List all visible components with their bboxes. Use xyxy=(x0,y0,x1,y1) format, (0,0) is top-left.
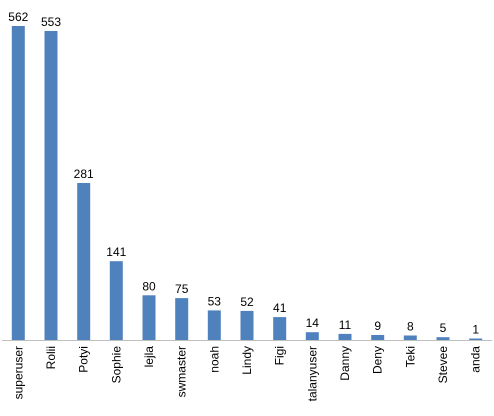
bar-anda xyxy=(469,338,483,340)
bar-Teki xyxy=(403,335,417,340)
bars-group xyxy=(11,26,483,340)
data-label-Deny: 9 xyxy=(374,319,381,333)
category-label-Teki: Teki xyxy=(403,346,417,367)
category-label-Danny: Danny xyxy=(338,346,352,381)
bar-talanyuser xyxy=(305,332,319,340)
category-label-lejla: lejla xyxy=(142,346,156,368)
data-label-Stevee: 5 xyxy=(440,321,447,335)
category-label-noah: noah xyxy=(207,346,221,373)
data-label-Danny: 11 xyxy=(339,318,352,332)
data-label-Rolii: 553 xyxy=(41,15,61,29)
data-label-Sophie: 141 xyxy=(106,245,126,259)
data-label-Potyi: 281 xyxy=(74,167,94,181)
data-label-Teki: 8 xyxy=(407,320,414,334)
category-label-Lindy: Lindy xyxy=(240,346,254,375)
data-label-Lindy: 52 xyxy=(240,295,254,309)
data-label-swmaster: 75 xyxy=(175,282,189,296)
bar-superuser xyxy=(11,26,25,340)
bar-Potyi xyxy=(77,183,91,340)
data-label-talanyuser: 14 xyxy=(306,316,320,330)
bar-swmaster xyxy=(175,298,189,340)
data-label-noah: 53 xyxy=(208,294,222,308)
bar-Stevee xyxy=(436,337,450,340)
category-label-Potyi: Potyi xyxy=(77,346,91,373)
category-label-anda: anda xyxy=(469,346,483,373)
bar-noah xyxy=(207,310,221,340)
value-labels-group: 562 553 281 141 80 75 53 52 41 14 11 9 8 5 1 xyxy=(8,10,479,337)
data-label-anda: 1 xyxy=(472,323,479,337)
bar-Figi xyxy=(273,317,287,340)
bar-lejla xyxy=(142,295,156,340)
bar-Lindy xyxy=(240,310,254,340)
bar-Deny xyxy=(371,335,385,340)
bar-Sophie xyxy=(109,261,123,340)
bar-Rolii xyxy=(44,31,58,340)
category-labels-group: superuser Rolii Potyi Sophie lejla swmaster no… xyxy=(11,346,482,402)
data-label-Figi: 41 xyxy=(273,301,287,315)
category-label-swmaster: swmaster xyxy=(175,346,189,397)
category-label-talanyuser: talanyuser xyxy=(305,346,319,401)
bar-Danny xyxy=(338,333,352,340)
category-label-Stevee: Stevee xyxy=(436,346,450,384)
category-label-superuser: superuser xyxy=(11,346,25,399)
category-label-Figi: Figi xyxy=(273,346,287,365)
category-label-Deny: Deny xyxy=(371,346,385,374)
category-label-Rolii: Rolii xyxy=(44,346,58,369)
data-label-superuser: 562 xyxy=(8,10,28,24)
data-label-lejla: 80 xyxy=(142,279,156,293)
category-label-Sophie: Sophie xyxy=(109,346,123,384)
